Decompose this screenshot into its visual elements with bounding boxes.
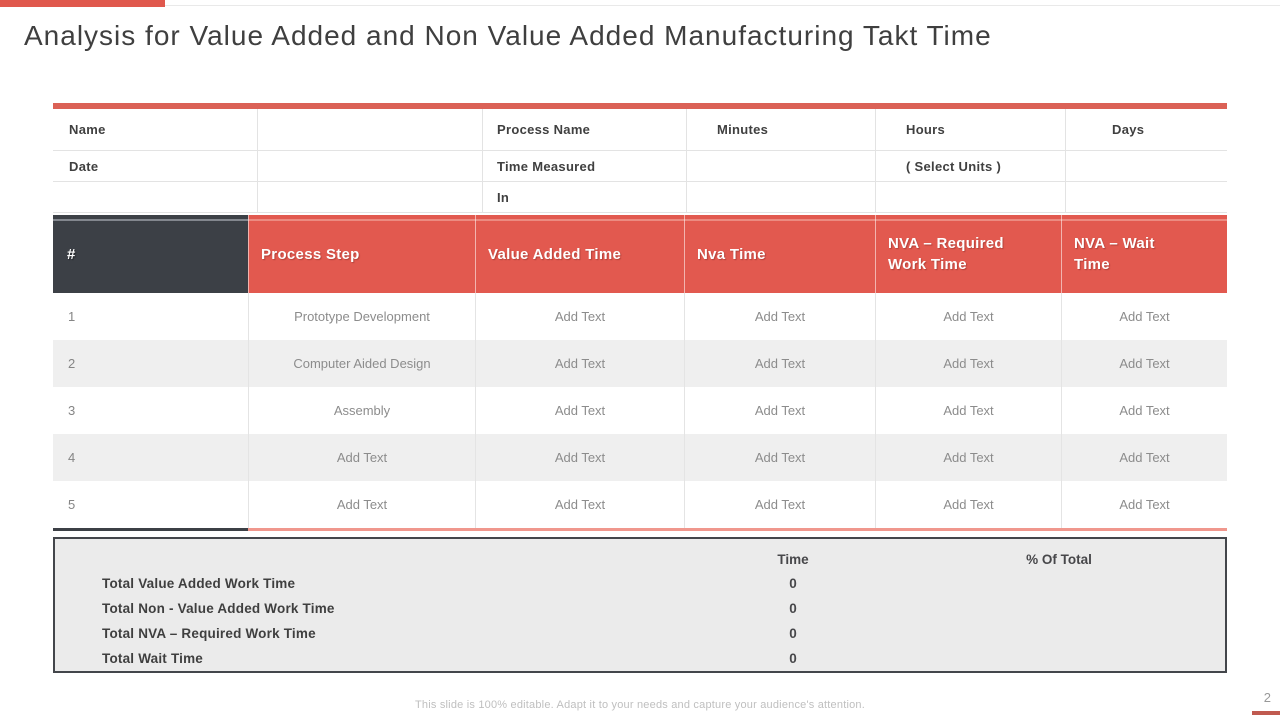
page-number-accent-bar — [1252, 711, 1280, 715]
process-step-cell: Computer Aided Design — [248, 340, 475, 387]
info-table-accent-bar — [53, 103, 1227, 109]
info-select-units[interactable]: ( Select Units ) — [875, 151, 1065, 181]
add-text-placeholder[interactable]: Add Text — [1061, 387, 1227, 434]
row-number: 5 — [68, 497, 76, 512]
top-accent-bar — [0, 0, 165, 7]
info-label-hours: Hours — [875, 109, 1065, 150]
add-text-placeholder[interactable]: Add Text — [475, 434, 684, 481]
info-field-date-value[interactable] — [257, 151, 482, 181]
info-cell-empty[interactable] — [686, 182, 875, 212]
summary-header-row: Time % Of Total — [55, 548, 1225, 571]
add-text-placeholder[interactable]: Add Text — [475, 293, 684, 340]
add-text-placeholder[interactable]: Add Text — [684, 434, 875, 481]
add-text-placeholder[interactable]: Add Text — [248, 481, 475, 528]
info-cell-empty[interactable] — [53, 182, 257, 212]
info-field-name-value[interactable] — [257, 109, 482, 150]
add-text-placeholder[interactable]: Add Text — [684, 340, 875, 387]
info-row: Name Process Name Minutes Hours Days — [53, 109, 1227, 151]
process-table: # Process Step Value Added Time Nva Time… — [53, 215, 1227, 531]
add-text-placeholder[interactable]: Add Text — [875, 481, 1061, 528]
info-field-minutes-value[interactable] — [686, 151, 875, 181]
info-label-days: Days — [1065, 109, 1227, 150]
info-cell-empty[interactable] — [875, 182, 1065, 212]
header-nva-time: Nva Time — [684, 215, 875, 293]
table-bottom-border-dark — [53, 528, 248, 531]
info-label-minutes: Minutes — [686, 109, 875, 150]
info-field-days-value[interactable] — [1065, 151, 1227, 181]
page-number: 2 — [1263, 690, 1271, 705]
summary-value-time: 0 — [789, 651, 797, 666]
add-text-placeholder[interactable]: Add Text — [684, 293, 875, 340]
row-number: 2 — [68, 356, 76, 371]
add-text-placeholder[interactable]: Add Text — [1061, 434, 1227, 481]
header-process-step: Process Step — [248, 215, 475, 293]
summary-row: Total Value Added Work Time 0 — [55, 571, 1225, 596]
add-text-placeholder[interactable]: Add Text — [1061, 481, 1227, 528]
add-text-placeholder[interactable]: Add Text — [684, 387, 875, 434]
add-text-placeholder[interactable]: Add Text — [875, 434, 1061, 481]
totals-summary-box: Time % Of Total Total Value Added Work T… — [53, 537, 1227, 673]
table-row: 4 Add Text Add Text Add Text Add Text Ad… — [53, 434, 1227, 481]
add-text-placeholder[interactable]: Add Text — [1061, 340, 1227, 387]
summary-row: Total Non - Value Added Work Time 0 — [55, 596, 1225, 621]
add-text-placeholder[interactable]: Add Text — [475, 481, 684, 528]
info-label-process-name: Process Name — [482, 109, 686, 150]
info-row: In — [53, 182, 1227, 213]
process-step-cell: Assembly — [248, 387, 475, 434]
summary-label-total-wait-time: Total Wait Time — [102, 651, 204, 666]
page-title: Analysis for Value Added and Non Value A… — [24, 20, 992, 51]
table-row: 2 Computer Aided Design Add Text Add Tex… — [53, 340, 1227, 387]
summary-value-time: 0 — [789, 576, 797, 591]
add-text-placeholder[interactable]: Add Text — [875, 293, 1061, 340]
info-row: Date Time Measured ( Select Units ) — [53, 151, 1227, 182]
top-divider-line — [165, 5, 1280, 6]
add-text-placeholder[interactable]: Add Text — [875, 340, 1061, 387]
summary-row: Total Wait Time 0 — [55, 646, 1225, 671]
summary-value-time: 0 — [789, 601, 797, 616]
summary-value-time: 0 — [789, 626, 797, 641]
add-text-placeholder[interactable]: Add Text — [475, 387, 684, 434]
info-cell-empty[interactable] — [1065, 182, 1227, 212]
table-bottom-border — [53, 528, 1227, 531]
summary-label-total-value-added: Total Value Added Work Time — [102, 576, 296, 591]
header-value-added-time: Value Added Time — [475, 215, 684, 293]
summary-header-pct-of-total: % Of Total — [1026, 552, 1092, 567]
summary-row: Total NVA – Required Work Time 0 — [55, 621, 1225, 646]
editable-note: This slide is 100% editable. Adapt it to… — [415, 699, 865, 711]
add-text-placeholder[interactable]: Add Text — [1061, 293, 1227, 340]
info-label-in: In — [482, 182, 686, 212]
summary-label-total-nva-required: Total NVA – Required Work Time — [102, 626, 316, 641]
add-text-placeholder[interactable]: Add Text — [684, 481, 875, 528]
info-cell-empty[interactable] — [257, 182, 482, 212]
info-label-time-measured: Time Measured — [482, 151, 686, 181]
add-text-placeholder[interactable]: Add Text — [248, 434, 475, 481]
info-label-name: Name — [69, 122, 106, 137]
row-number: 4 — [68, 450, 76, 465]
add-text-placeholder[interactable]: Add Text — [475, 340, 684, 387]
summary-header-time: Time — [777, 552, 809, 567]
table-bottom-border-red — [248, 528, 1227, 531]
header-number: # — [53, 215, 248, 293]
header-nva-wait-time: NVA – Wait Time — [1061, 215, 1227, 293]
process-table-header: # Process Step Value Added Time Nva Time… — [53, 215, 1227, 293]
table-row: 1 Prototype Development Add Text Add Tex… — [53, 293, 1227, 340]
summary-label-total-non-value-added: Total Non - Value Added Work Time — [102, 601, 335, 616]
table-row: 5 Add Text Add Text Add Text Add Text Ad… — [53, 481, 1227, 528]
row-number: 3 — [68, 403, 76, 418]
row-number: 1 — [68, 309, 76, 324]
info-table: Name Process Name Minutes Hours Days Dat… — [53, 103, 1227, 213]
header-nva-required-work-time: NVA – Required Work Time — [875, 215, 1061, 293]
add-text-placeholder[interactable]: Add Text — [875, 387, 1061, 434]
process-step-cell: Prototype Development — [248, 293, 475, 340]
info-label-date: Date — [69, 158, 99, 174]
table-row: 3 Assembly Add Text Add Text Add Text Ad… — [53, 387, 1227, 434]
